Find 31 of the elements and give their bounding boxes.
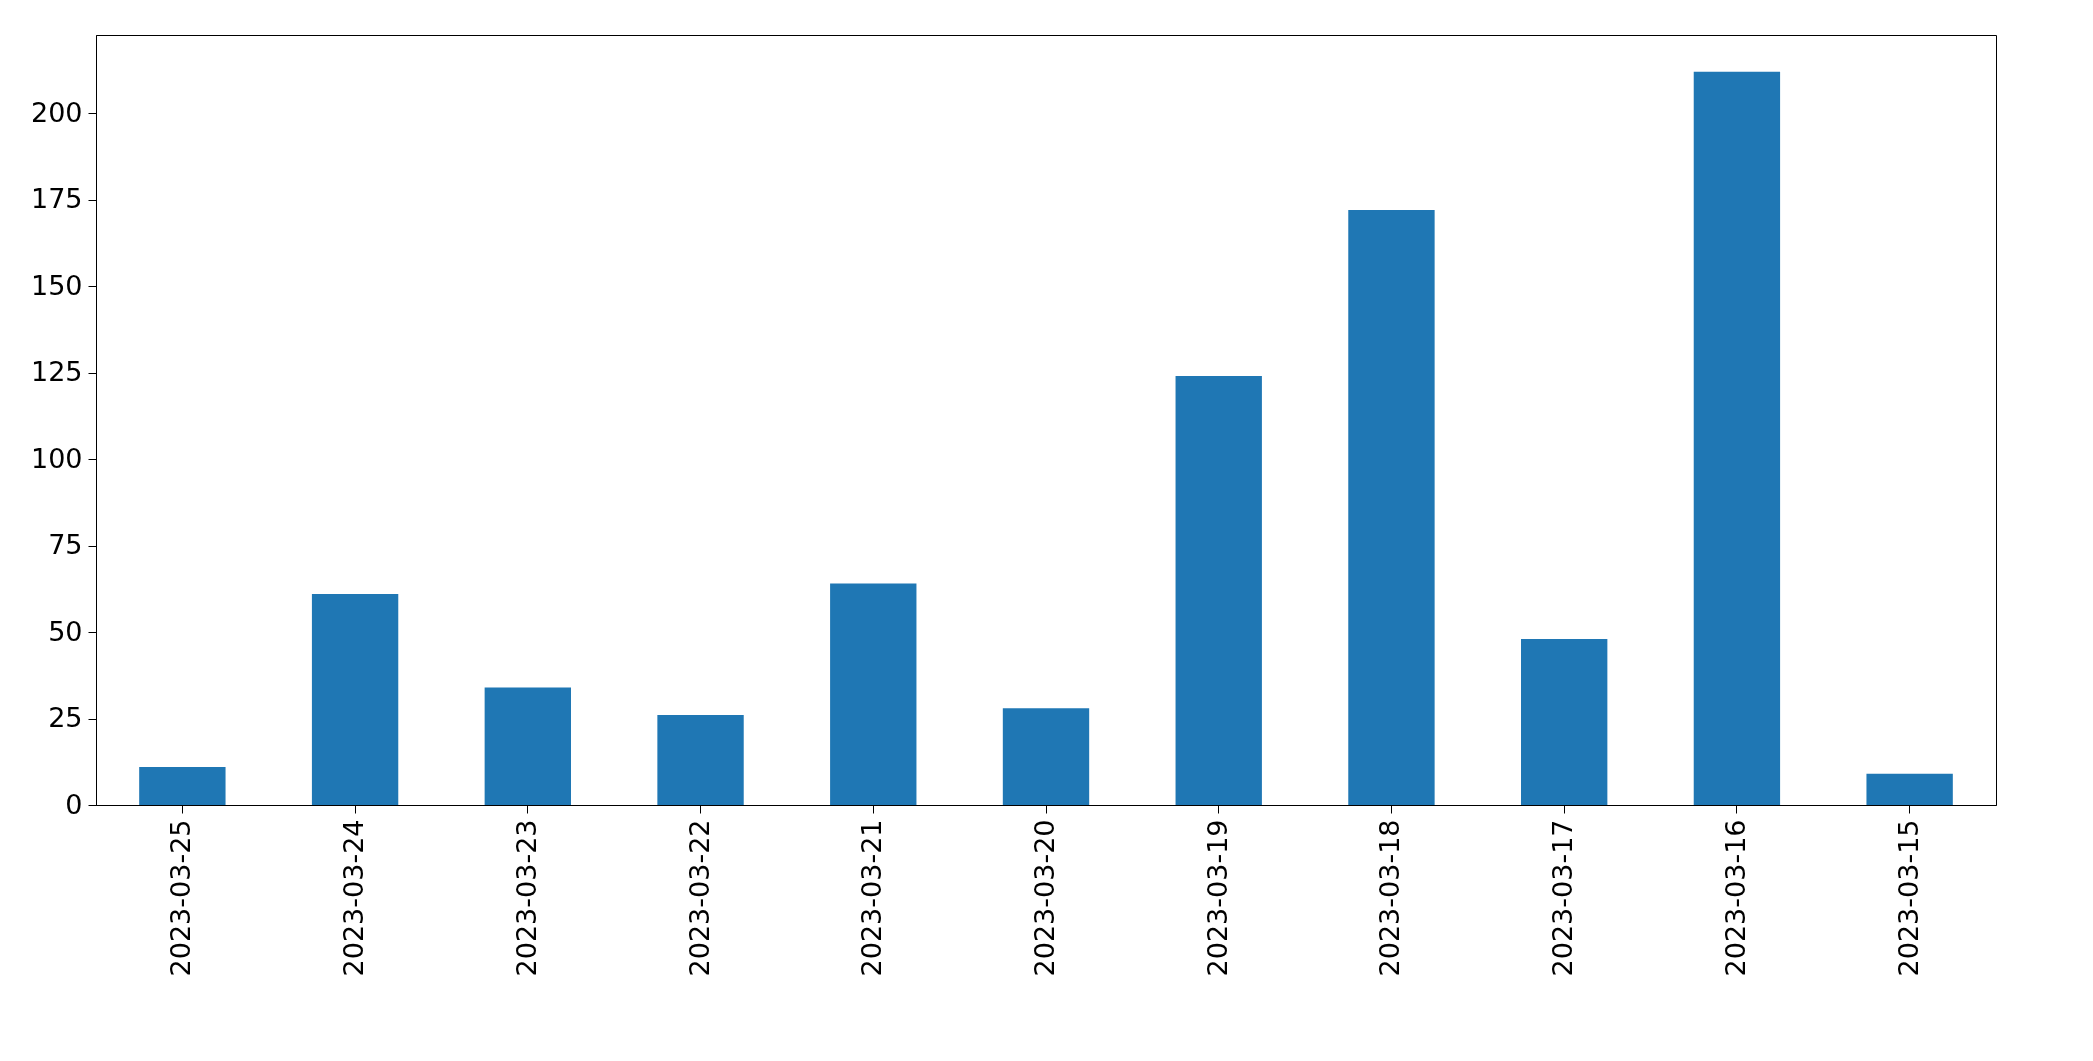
y-tick-label: 125 <box>30 356 83 388</box>
y-tick-label: 50 <box>48 615 83 647</box>
bar <box>484 687 571 805</box>
bar <box>1175 376 1262 805</box>
x-tick-label: 2023-03-20 <box>1029 819 1060 977</box>
y-tick-label: 75 <box>48 529 83 561</box>
x-tick-label: 2023-03-24 <box>338 819 370 977</box>
bar <box>1693 71 1781 805</box>
y-tick-label: 175 <box>30 183 83 215</box>
y-tick-label: 25 <box>48 702 83 734</box>
x-tick-label: 2023-03-21 <box>856 819 888 977</box>
x-tick-label: 2023-03-15 <box>1892 819 1924 977</box>
x-tick-label: 2023-03-17 <box>1547 819 1579 977</box>
bar <box>1348 210 1435 805</box>
bar <box>657 715 744 805</box>
bar <box>1002 708 1090 805</box>
bar <box>311 593 399 805</box>
y-tick-label: 200 <box>30 96 83 128</box>
bar <box>1866 773 1953 805</box>
bar <box>139 766 226 805</box>
x-tick-label: 2023-03-23 <box>510 819 542 977</box>
y-tick-label: 100 <box>30 442 83 474</box>
x-tick-label: 2023-03-22 <box>683 819 715 977</box>
y-tick-label: 0 <box>65 788 83 820</box>
x-tick-label: 2023-03-16 <box>1719 819 1751 977</box>
bar <box>1521 638 1608 805</box>
x-tick-label: 2023-03-25 <box>165 819 197 977</box>
x-tick-label: 2023-03-18 <box>1374 819 1406 977</box>
y-tick-label: 150 <box>30 269 83 301</box>
x-tick-label: 2023-03-19 <box>1201 819 1233 977</box>
bar <box>830 583 917 805</box>
